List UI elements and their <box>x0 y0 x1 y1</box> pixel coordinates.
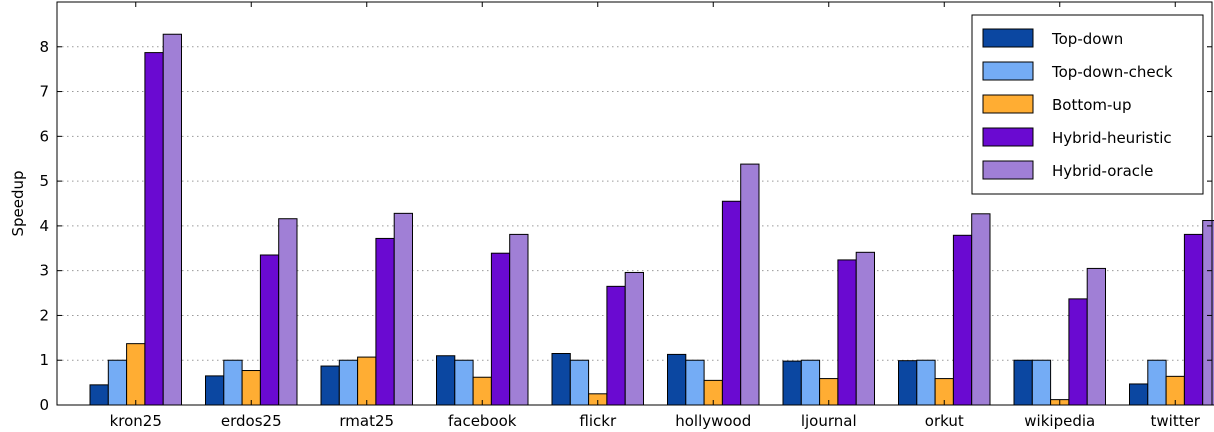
bar-hybrid-oracle-ljournal <box>855 251 876 406</box>
y-tick-label: 7 <box>39 83 49 101</box>
bar-hybrid-oracle-facebook <box>509 233 529 406</box>
bar-hybrid-oracle-rmat25 <box>393 212 414 406</box>
x-tick-label: flickr <box>579 412 617 430</box>
legend-swatch <box>982 61 1034 81</box>
bar-top-down-check-erdos25 <box>223 359 243 406</box>
y-tick-label: 5 <box>39 172 49 190</box>
bar-hybrid-heuristic-flickr <box>606 285 626 406</box>
bar-top-down-rmat25 <box>320 365 340 406</box>
legend-swatch <box>982 28 1034 48</box>
x-tick-label: twitter <box>1151 412 1201 430</box>
bar-top-down-kron25 <box>89 384 109 406</box>
x-tick-label: rmat25 <box>339 412 394 430</box>
bar-hybrid-heuristic-twitter <box>1183 233 1204 406</box>
bar-top-down-check-kron25 <box>107 359 128 406</box>
y-tick-label: 1 <box>39 351 49 369</box>
bars <box>89 33 1214 406</box>
legend-swatch <box>982 160 1034 180</box>
bar-hybrid-oracle-erdos25 <box>278 218 298 406</box>
x-tick-label: ljournal <box>801 412 857 430</box>
bar-hybrid-heuristic-facebook <box>490 252 511 406</box>
y-axis-label: Speedup <box>9 170 27 236</box>
bar-top-down-check-ljournal <box>800 359 821 406</box>
legend-swatch <box>982 127 1034 147</box>
bar-bottom-up-erdos25 <box>241 370 261 406</box>
bar-top-down-hollywood <box>667 353 687 406</box>
bar-hybrid-heuristic-rmat25 <box>375 237 395 406</box>
bar-hybrid-oracle-hollywood <box>740 163 760 406</box>
bar-bottom-up-kron25 <box>126 343 146 406</box>
bar-hybrid-heuristic-ljournal <box>837 259 857 406</box>
bar-top-down-check-flickr <box>569 359 590 406</box>
x-tick-label: hollywood <box>675 412 751 430</box>
x-tick-label: kron25 <box>110 412 162 430</box>
legend-label: Top-down-check <box>1051 63 1173 81</box>
y-tick-label: 4 <box>39 217 49 235</box>
bar-top-down-check-wikipedia <box>1031 359 1052 406</box>
bar-top-down-orkut <box>898 360 918 406</box>
bar-hybrid-heuristic-hollywood <box>721 200 742 406</box>
x-tick-label: facebook <box>448 412 517 430</box>
bar-top-down-check-rmat25 <box>338 359 359 406</box>
x-axis-ticks: kron25 erdos25 rmat25 facebook flickr hollywo… <box>110 2 1201 430</box>
x-tick-label: wikipedia <box>1024 412 1095 430</box>
plot-frame <box>56 1 1213 406</box>
bar-hybrid-oracle-wikipedia <box>1086 267 1106 406</box>
bar-top-down-check-twitter <box>1147 359 1167 406</box>
bar-hybrid-oracle-flickr <box>624 271 645 406</box>
legend-label: Bottom-up <box>1052 96 1131 114</box>
y-tick-label: 3 <box>39 262 49 280</box>
legend-label: Hybrid-heuristic <box>1052 129 1172 147</box>
legend-label: Top-down <box>1051 30 1123 48</box>
bar-hybrid-oracle-kron25 <box>162 33 182 406</box>
bar-top-down-check-hollywood <box>685 359 705 406</box>
bar-top-down-facebook <box>436 355 456 406</box>
legend: Top-down Top-down-check Bottom-up Hybrid-he… <box>971 14 1204 195</box>
bar-top-down-erdos25 <box>205 375 225 406</box>
bar-top-down-flickr <box>551 353 571 406</box>
y-tick-label: 2 <box>39 306 49 324</box>
bar-top-down-check-orkut <box>916 359 936 406</box>
legend-label: Hybrid-oracle <box>1052 162 1153 180</box>
bar-hybrid-oracle-orkut <box>971 213 991 406</box>
bar-top-down-check-facebook <box>454 359 474 406</box>
y-tick-label: 6 <box>39 127 49 145</box>
x-tick-label: orkut <box>925 412 964 430</box>
bar-top-down-ljournal <box>782 360 802 406</box>
legend-swatch <box>982 94 1034 114</box>
bar-top-down-twitter <box>1129 383 1149 406</box>
y-tick-label: 8 <box>39 38 49 56</box>
bar-top-down-wikipedia <box>1013 359 1033 406</box>
y-axis-ticks: 0 1 2 3 4 5 6 7 8 <box>39 38 1212 414</box>
bar-hybrid-heuristic-orkut <box>952 234 973 406</box>
bar-hybrid-heuristic-wikipedia <box>1068 298 1088 406</box>
bar-bottom-up-rmat25 <box>357 356 377 406</box>
x-tick-label: erdos25 <box>221 412 282 430</box>
y-tick-label: 0 <box>39 396 49 414</box>
bar-hybrid-heuristic-kron25 <box>144 52 164 406</box>
bar-hybrid-heuristic-erdos25 <box>259 254 280 406</box>
